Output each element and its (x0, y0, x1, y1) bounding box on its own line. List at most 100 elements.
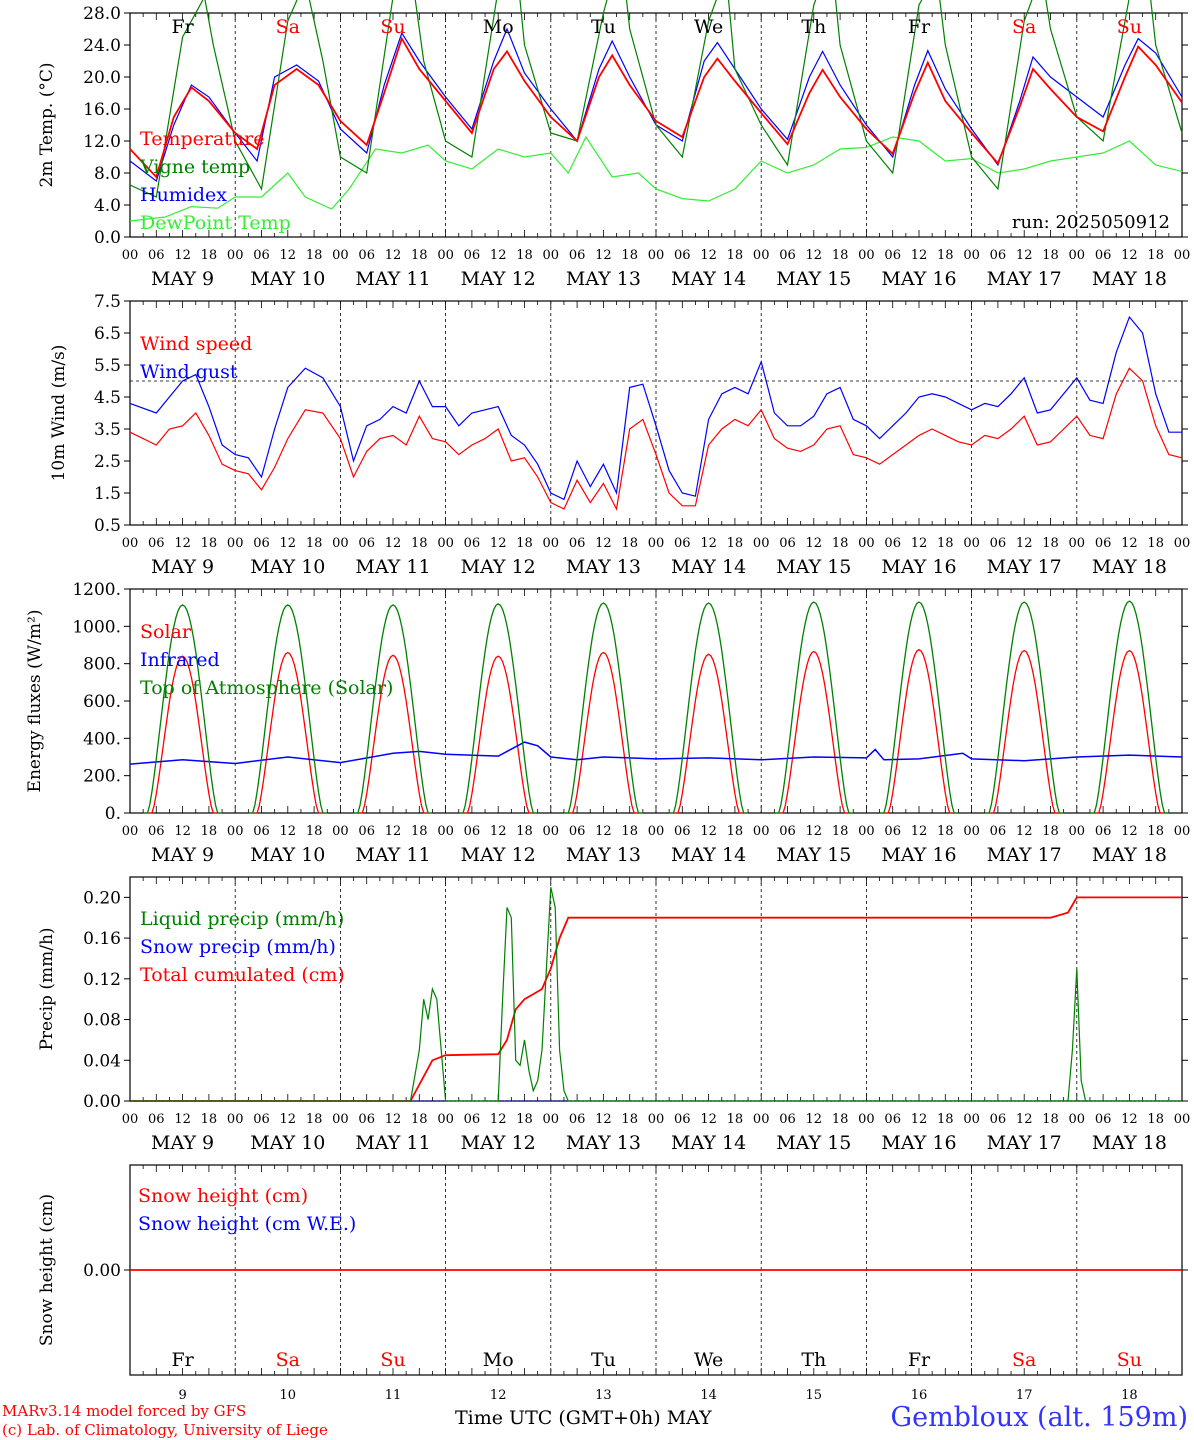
hour-tick-label: 06 (1095, 536, 1112, 551)
series-line (129, 315, 1182, 501)
hour-tick-label: 00 (437, 536, 454, 551)
day-label: MAY 16 (881, 844, 956, 866)
legend-entry: Vigne temp (139, 156, 250, 178)
hour-tick-label: 18 (832, 824, 849, 839)
hour-tick-label: 06 (253, 1112, 270, 1127)
hour-tick-label: 06 (990, 536, 1007, 551)
hour-tick-label: 18 (937, 248, 954, 263)
hour-tick-label: 12 (595, 536, 612, 551)
day-label: MAY 18 (1092, 844, 1167, 866)
weekday-label: Fr (908, 16, 931, 38)
hour-tick-label: 12 (280, 536, 297, 551)
y-tick-label: 16.0 (83, 100, 121, 120)
hour-tick-label: 18 (411, 536, 428, 551)
hour-tick-label: 00 (437, 248, 454, 263)
day-label: MAY 14 (671, 844, 746, 866)
series-line (147, 648, 1165, 814)
hour-tick-label: 18 (832, 1112, 849, 1127)
hour-tick-label: 00 (963, 536, 980, 551)
hour-tick-label: 00 (753, 248, 770, 263)
y-axis-label: Energy fluxes (W/m²) (25, 610, 45, 793)
hour-tick-label: 00 (648, 248, 665, 263)
hour-tick-label: 18 (201, 824, 218, 839)
y-tick-label: 3.5 (94, 420, 121, 440)
hour-tick-label: 00 (1069, 536, 1086, 551)
hour-tick-label: 00 (648, 1112, 665, 1127)
hour-tick-label: 18 (621, 1112, 638, 1127)
day-number: 12 (490, 1388, 507, 1403)
hour-tick-label: 06 (884, 824, 901, 839)
hour-tick-label: 00 (122, 1112, 139, 1127)
hour-tick-label: 12 (385, 536, 402, 551)
weekday-label: Fr (171, 16, 194, 38)
y-tick-label: 0.16 (83, 929, 121, 949)
hour-tick-label: 12 (700, 824, 717, 839)
hour-tick-label: 00 (753, 1112, 770, 1127)
weekday-label: Sa (1012, 1349, 1036, 1371)
day-label: MAY 12 (461, 268, 536, 290)
hour-ticks (129, 877, 1183, 1101)
series-line (129, 135, 1183, 222)
hour-tick-label: 06 (674, 824, 691, 839)
hour-tick-label: 12 (385, 824, 402, 839)
station-name: Gembloux (alt. 159m) (890, 1402, 1188, 1433)
hour-tick-label: 12 (806, 824, 823, 839)
hour-tick-label: 06 (884, 248, 901, 263)
hour-tick-label: 06 (779, 248, 796, 263)
hour-tick-label: 06 (779, 536, 796, 551)
hour-tick-label: 18 (411, 1112, 428, 1127)
hour-tick-label: 06 (148, 824, 165, 839)
hour-tick-label: 00 (227, 536, 244, 551)
hour-tick-label: 12 (911, 536, 928, 551)
hour-tick-label: 18 (516, 824, 533, 839)
hour-tick-label: 00 (122, 536, 139, 551)
legend-entry: Wind gust (140, 361, 238, 383)
day-label: MAY 13 (566, 844, 641, 866)
hour-tick-label: 12 (595, 1112, 612, 1127)
y-tick-label: 8.0 (94, 164, 121, 184)
hour-tick-label: 12 (1016, 248, 1033, 263)
hour-tick-label: 00 (227, 824, 244, 839)
hour-tick-label: 18 (727, 1112, 744, 1127)
legend-entry: Humidex (140, 184, 227, 206)
day-label: MAY 16 (881, 1132, 956, 1154)
y-tick-label: 1000. (72, 617, 121, 637)
hour-tick-label: 06 (253, 824, 270, 839)
y-tick-label: 0.20 (83, 888, 121, 908)
day-label: MAY 16 (881, 556, 956, 578)
weekday-label: Mo (483, 1349, 514, 1371)
hour-tick-label: 06 (884, 536, 901, 551)
y-tick-label: 5.5 (94, 356, 121, 376)
day-label: MAY 13 (566, 268, 641, 290)
y-axis-label: Snow height (cm) (37, 1194, 57, 1346)
hour-tick-label: 12 (1016, 1112, 1033, 1127)
hour-tick-label: 06 (148, 1112, 165, 1127)
weekday-label: Mo (483, 16, 514, 38)
panel-4 (124, 876, 1188, 1102)
day-label: MAY 17 (987, 1132, 1062, 1154)
day-label: MAY 18 (1092, 556, 1167, 578)
hour-tick-label: 06 (569, 248, 586, 263)
hour-tick-label: 06 (253, 248, 270, 263)
legend-entry: Liquid precip (mm/h) (140, 908, 344, 930)
hour-tick-label: 12 (490, 248, 507, 263)
day-number: 18 (1121, 1388, 1138, 1403)
hour-tick-label: 18 (832, 536, 849, 551)
hour-tick-label: 18 (306, 248, 323, 263)
legend-entry: Solar (140, 621, 192, 643)
day-label: MAY 13 (566, 1132, 641, 1154)
hour-tick-label: 00 (963, 824, 980, 839)
hour-tick-label: 06 (1095, 824, 1112, 839)
hour-tick-label: 06 (674, 248, 691, 263)
hour-tick-label: 06 (464, 1112, 481, 1127)
day-label: MAY 15 (776, 844, 851, 866)
day-label: MAY 13 (566, 556, 641, 578)
hour-tick-label: 06 (148, 248, 165, 263)
y-tick-label: 0.00 (83, 1092, 121, 1112)
y-tick-label: 0.12 (83, 970, 121, 990)
legend-entry: Total cumulated (cm) (140, 964, 345, 986)
y-tick-label: 4.0 (94, 196, 121, 216)
day-label: MAY 10 (250, 1132, 325, 1154)
y-tick-label: 12.0 (83, 132, 121, 152)
